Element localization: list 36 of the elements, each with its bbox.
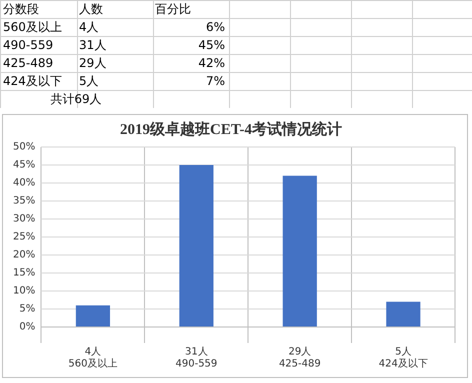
text: 6% xyxy=(204,19,226,36)
text: 分数段 xyxy=(2,1,40,18)
bar xyxy=(179,165,214,326)
text: 42% xyxy=(197,55,226,72)
text: 29人 xyxy=(78,55,108,72)
y-tick-label: 40% xyxy=(12,178,36,189)
bar xyxy=(76,305,110,326)
text: 45% xyxy=(197,37,226,54)
bar xyxy=(282,176,317,326)
y-tick-label: 50% xyxy=(12,142,36,153)
y-tick-label: 15% xyxy=(12,268,36,279)
text: 5人 xyxy=(78,73,100,90)
text: 百分比 xyxy=(154,1,192,18)
y-tick-label: 10% xyxy=(12,286,36,297)
x-tick-label: 5人 424及以下 xyxy=(378,346,428,370)
text: 424及以下 xyxy=(2,73,63,90)
text: 4人 xyxy=(78,19,100,36)
chart-title: 2019级卓越班CET-4考试情况统计 xyxy=(120,120,342,138)
y-tick-label: 35% xyxy=(12,196,36,207)
text: 560及以上 xyxy=(2,19,63,36)
bar xyxy=(386,302,420,326)
text: 人数 xyxy=(78,1,104,18)
text: 31人 xyxy=(78,37,108,54)
y-tick-label: 25% xyxy=(12,232,36,243)
y-tick-label: 20% xyxy=(12,250,36,261)
x-tick-label: 31人 490-559 xyxy=(175,346,218,370)
x-tick-label: 4人 560及以上 xyxy=(68,346,118,370)
y-tick-label: 45% xyxy=(12,160,36,171)
y-tick-label: 0% xyxy=(19,322,36,333)
text: 490-559 xyxy=(2,37,54,54)
x-tick-label: 29人 425-489 xyxy=(278,346,321,370)
text: 425-489 xyxy=(2,55,54,72)
text: 7% xyxy=(204,73,226,90)
y-tick-label: 5% xyxy=(19,304,36,315)
text: 共计69人 xyxy=(49,91,103,108)
y-tick-label: 30% xyxy=(12,214,36,225)
